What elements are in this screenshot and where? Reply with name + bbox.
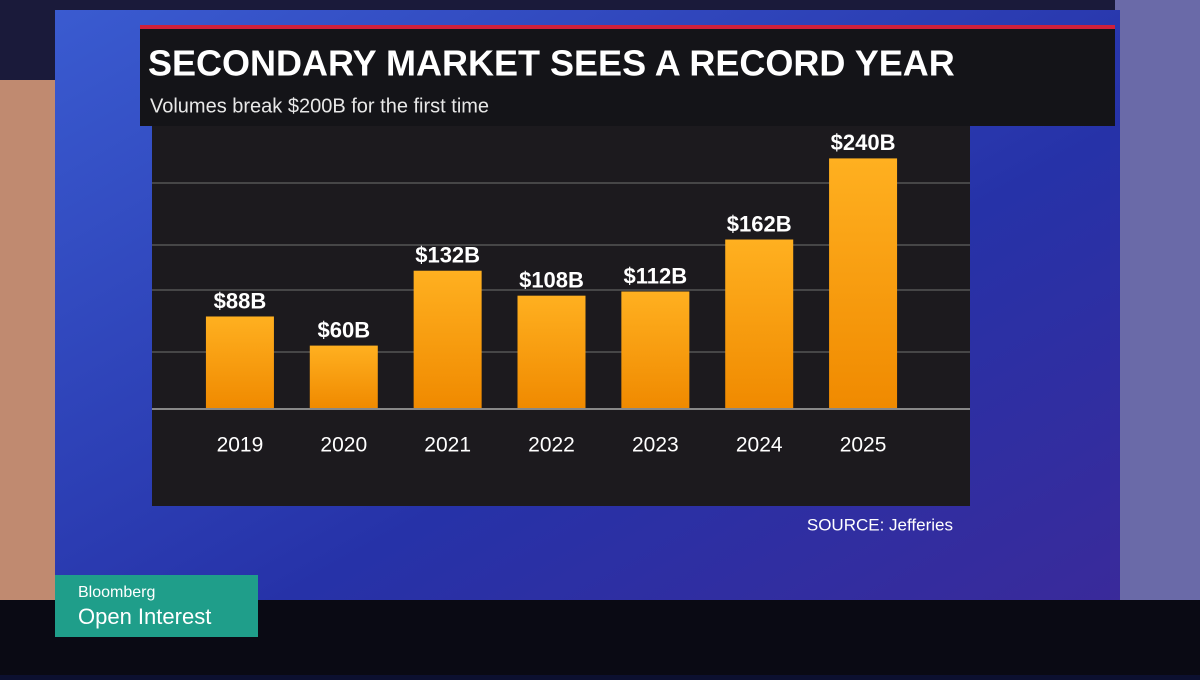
city-right (1115, 0, 1200, 610)
bar (725, 239, 794, 408)
show-badge (55, 575, 258, 637)
value-label: $112B (624, 263, 688, 288)
show-name: Open Interest (78, 604, 211, 629)
x-tick-label: 2023 (632, 434, 679, 457)
source-note: SOURCE: Jefferies (807, 515, 953, 534)
city-left (0, 80, 60, 600)
value-label: $132B (415, 243, 480, 268)
bar (205, 316, 274, 408)
bar (413, 270, 482, 408)
bar (517, 295, 586, 408)
chart-subtitle: Volumes break $200B for the first time (150, 95, 489, 117)
bar (621, 291, 690, 408)
x-tick-label: 2025 (840, 434, 887, 457)
x-tick-label: 2022 (528, 434, 575, 457)
value-label: $162B (727, 211, 792, 236)
value-label: $60B (317, 317, 370, 342)
value-label: $108B (519, 267, 584, 292)
value-label: $88B (214, 288, 267, 313)
title-accent (140, 25, 1115, 29)
bar (829, 158, 898, 408)
bar (309, 345, 378, 408)
chart-title: SECONDARY MARKET SEES A RECORD YEAR (148, 43, 955, 84)
x-tick-label: 2019 (217, 434, 264, 457)
brand: Bloomberg (78, 584, 155, 601)
x-tick-label: 2020 (320, 434, 367, 457)
title-bar (140, 28, 1115, 126)
value-label: $240B (831, 130, 896, 155)
x-tick-label: 2024 (736, 434, 783, 457)
x-tick-label: 2021 (424, 434, 471, 457)
